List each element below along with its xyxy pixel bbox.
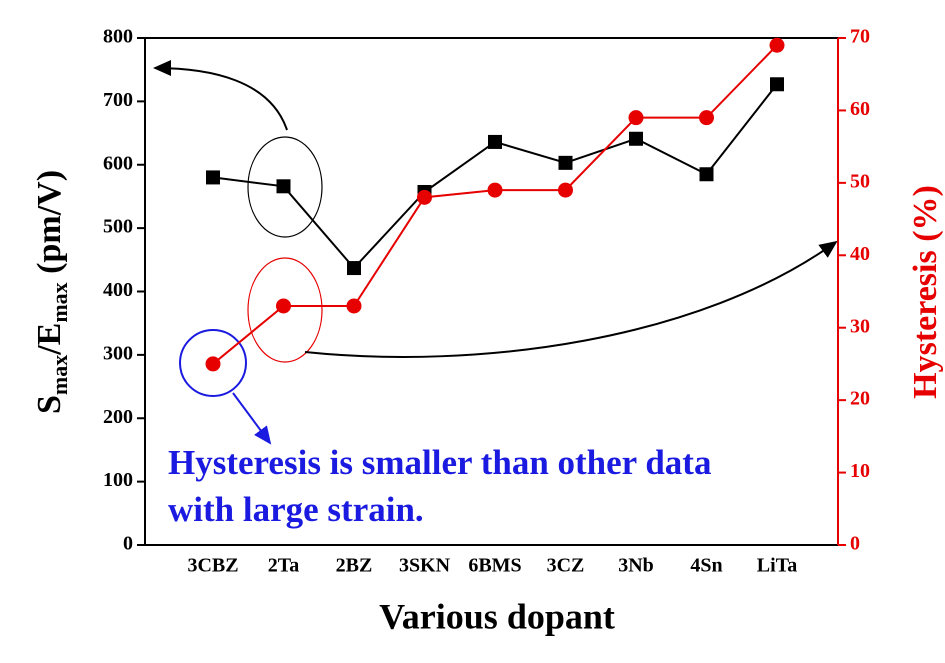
point: [629, 131, 643, 146]
y-tick-label: 700: [103, 89, 133, 111]
x-tick-label: 6BMS: [468, 555, 521, 577]
subscript: max: [47, 282, 72, 322]
point: [699, 167, 714, 182]
y-tick-label: 400: [103, 279, 133, 301]
label-part: S: [31, 395, 68, 414]
series-line: [212, 83, 778, 270]
point: [205, 356, 221, 372]
x-tick-label: 2Ta: [268, 555, 300, 577]
y-axis-label: Smax/Emax (pm/V): [31, 170, 72, 414]
arrow: [232, 392, 272, 445]
x-tick-label: 3CZ: [547, 555, 585, 577]
point: [769, 37, 785, 53]
arrow: [153, 60, 288, 131]
series-line: [212, 44, 778, 365]
y2-tick-label: 20: [850, 388, 870, 410]
y2-tick-label: 50: [850, 170, 870, 192]
point: [206, 170, 220, 185]
point: [699, 110, 714, 126]
y-tick-label: 800: [103, 26, 133, 48]
point: [488, 134, 502, 149]
arrow: [304, 240, 838, 358]
y2-tick-label: 10: [850, 460, 870, 482]
point: [417, 189, 432, 205]
y-tick-label: 100: [103, 469, 133, 491]
label-part: (pm/V): [31, 170, 68, 282]
point: [276, 298, 291, 314]
point: [346, 298, 362, 314]
y2-tick-label: 30: [850, 315, 870, 337]
y2-tick-label: 40: [850, 243, 870, 265]
subscript: max: [47, 355, 72, 395]
point: [487, 182, 503, 198]
highlight-circle: [179, 329, 247, 397]
x-tick-label: 2BZ: [336, 555, 373, 577]
highlight-ellipse: [247, 257, 323, 363]
y2-tick-label: 60: [850, 98, 870, 120]
x-tick-label: 4Sn: [690, 555, 722, 577]
point: [276, 179, 291, 194]
label-part: /E: [31, 323, 68, 356]
point: [628, 110, 644, 126]
annotation: with large strain.: [168, 490, 424, 529]
point: [347, 261, 361, 276]
axes: [144, 37, 839, 546]
y-tick-label: 200: [103, 406, 133, 428]
y2-tick-label: 70: [850, 26, 870, 48]
x-tick-label: 3SKN: [399, 555, 451, 577]
x-tick-label: 3CBZ: [187, 555, 238, 577]
highlight-ellipse: [247, 136, 323, 238]
y-tick-label: 600: [103, 152, 133, 174]
point: [770, 77, 784, 92]
point: [558, 182, 573, 198]
y-tick-label: 0: [123, 533, 133, 555]
y2-tick-label: 0: [850, 533, 860, 555]
x-tick-label: 3Nb: [618, 555, 654, 577]
y-tick-label: 500: [103, 216, 133, 238]
point: [558, 155, 573, 170]
x-tick-label: LiTa: [757, 555, 797, 577]
annotation: Hysteresis is smaller than other data: [168, 443, 711, 482]
x-axis-label: Various dopant: [379, 596, 615, 636]
y-tick-label: 300: [103, 342, 133, 364]
y2-axis-label: Hysteresis (%): [907, 185, 944, 399]
